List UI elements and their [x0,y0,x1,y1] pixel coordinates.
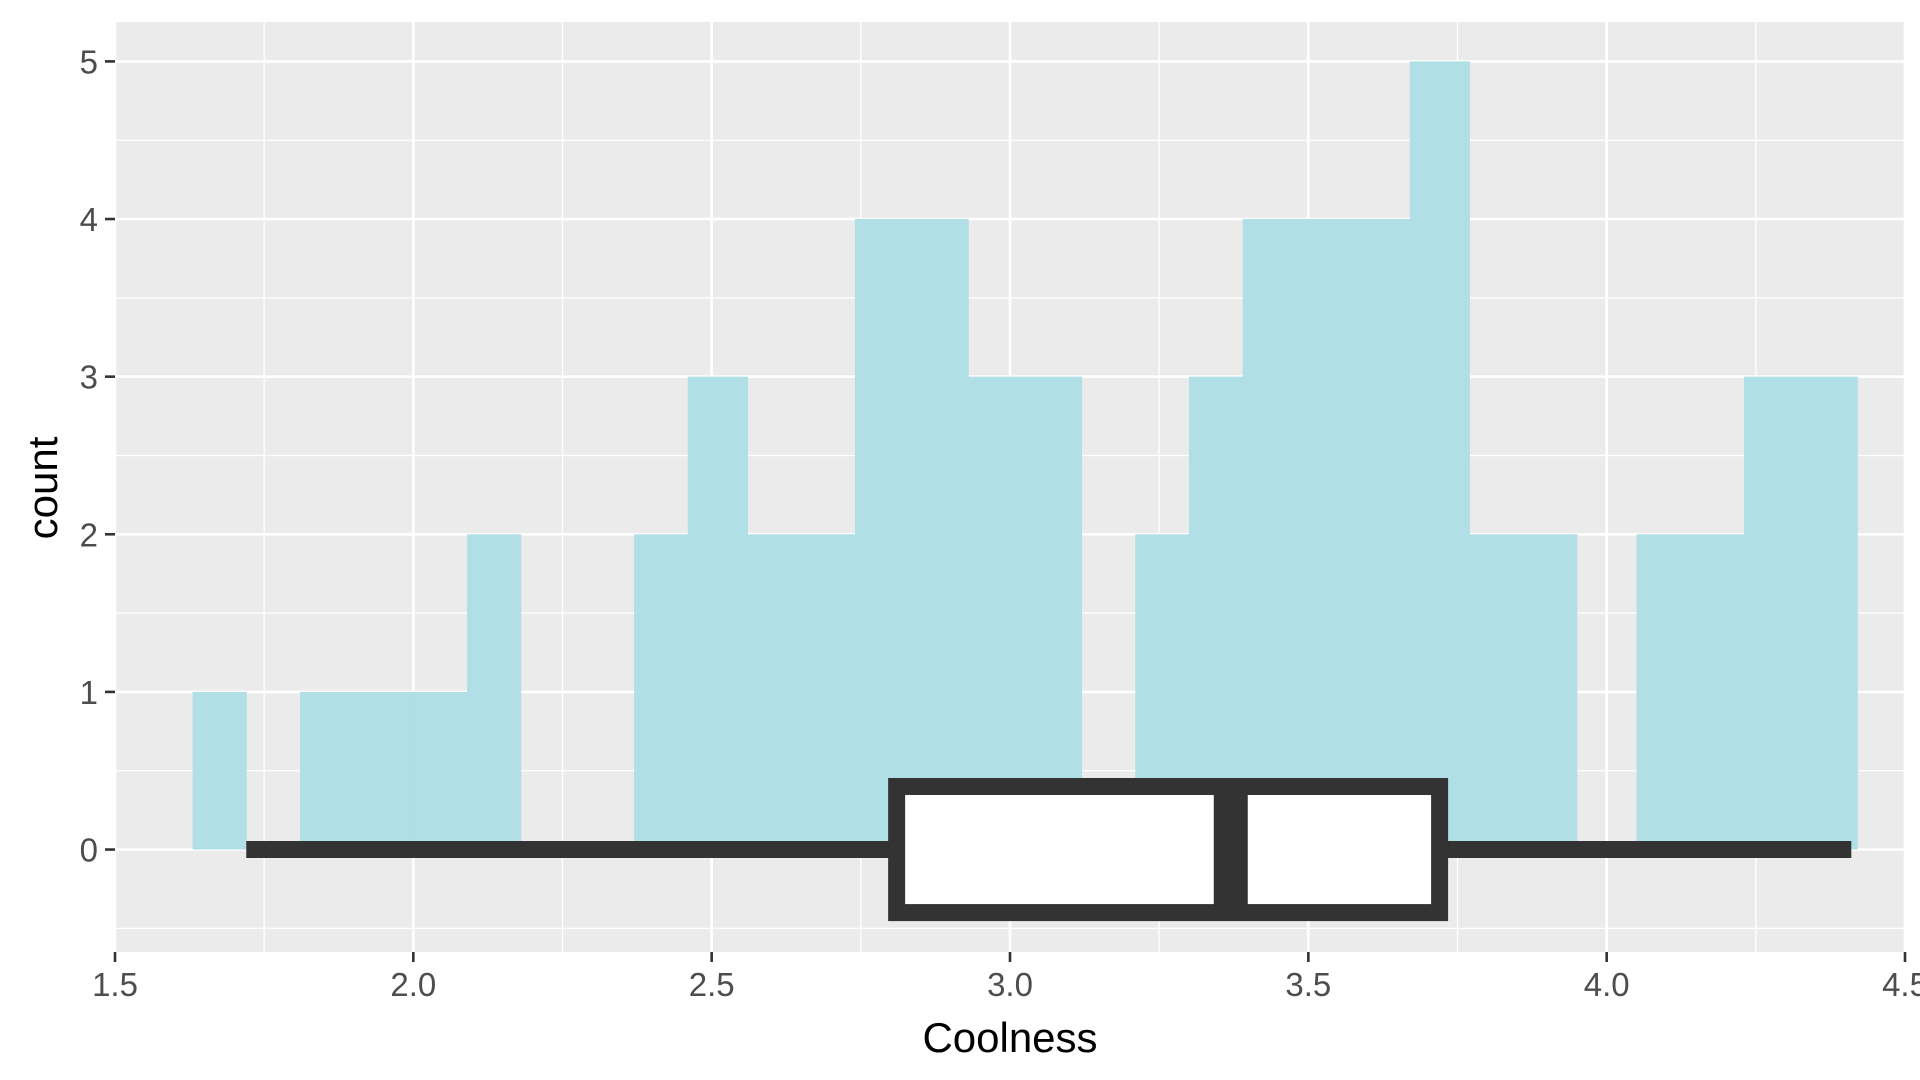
histogram-bar [747,534,802,850]
histogram-bar [1356,219,1411,850]
histogram-bar [1743,376,1805,850]
x-tick-label: 4.5 [1882,966,1920,1003]
histogram-bar [192,691,247,850]
histogram-bar [854,219,916,850]
histogram-bar [968,376,1023,850]
histogram-bar [1021,376,1083,850]
x-tick-label: 4.0 [1584,966,1630,1003]
histogram-bar [1469,534,1524,850]
y-axis: 0 1 2 3 4 5 [80,43,115,869]
y-axis-title: count [19,436,66,539]
histogram-bar [359,691,414,850]
boxplot-box [888,777,1449,922]
histogram-bar [634,534,689,850]
y-tick-label: 1 [80,674,98,711]
y-tick-label: 5 [80,43,98,80]
y-tick-label: 3 [80,359,98,396]
histogram-bar [687,376,748,850]
histogram-bar [914,219,969,850]
boxplot [246,777,1852,922]
x-axis: 1.5 2.0 2.5 3.0 3.5 4.0 4.5 [92,952,1920,1003]
histogram-bar [467,534,522,850]
histogram-bar [1302,219,1357,850]
y-tick-label: 2 [80,516,98,553]
x-tick-label: 3.0 [987,966,1033,1003]
histogram-bar [1409,61,1470,850]
y-tick-label: 4 [80,201,98,238]
histogram-bar [1803,376,1858,850]
x-tick-label: 3.5 [1285,966,1331,1003]
histogram-bar [1189,376,1244,850]
histogram-bar [1523,534,1578,850]
histogram-bar [299,691,361,850]
histogram-bar [1242,219,1303,850]
histogram-bar [801,534,856,850]
histogram-bar [1636,534,1691,850]
histogram-bar [413,691,468,850]
histogram-bar [1690,534,1745,850]
histogram-bars [192,61,1858,850]
x-tick-label: 2.0 [390,966,436,1003]
x-tick-label: 1.5 [92,966,138,1003]
y-tick-label: 0 [80,832,98,869]
x-tick-label: 2.5 [689,966,735,1003]
x-axis-title: Coolness [922,1014,1097,1061]
